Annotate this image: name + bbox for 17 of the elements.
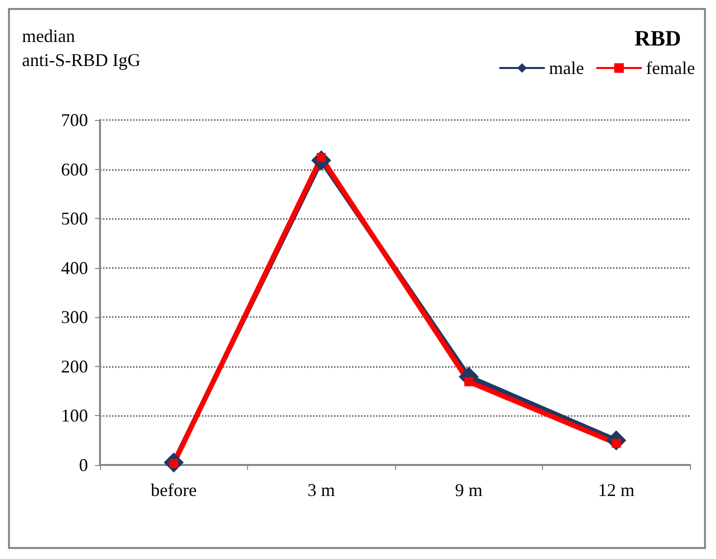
y-tick-label: 400: [61, 258, 88, 278]
legend-label: male: [549, 58, 584, 78]
y-tick-label: 100: [61, 406, 88, 426]
y-tick-label: 600: [61, 159, 88, 180]
chart-title: RBD: [634, 26, 682, 50]
x-tick-label: before: [150, 480, 197, 500]
y-tick-label: 700: [61, 110, 88, 130]
x-tick-label: 9 m: [454, 480, 483, 500]
point: [464, 377, 474, 386]
y-tick-label: 0: [79, 455, 88, 475]
x-tick-label: 12 m: [598, 480, 635, 500]
y-tick-label: 200: [61, 356, 88, 376]
y-tick-label: 500: [61, 208, 88, 229]
y-axis-title: median anti-S-RBD IgG: [22, 26, 140, 70]
x-tick-label: 3 m: [307, 480, 336, 500]
legend-label: female: [646, 58, 696, 78]
y-tick-label: 300: [61, 307, 88, 328]
